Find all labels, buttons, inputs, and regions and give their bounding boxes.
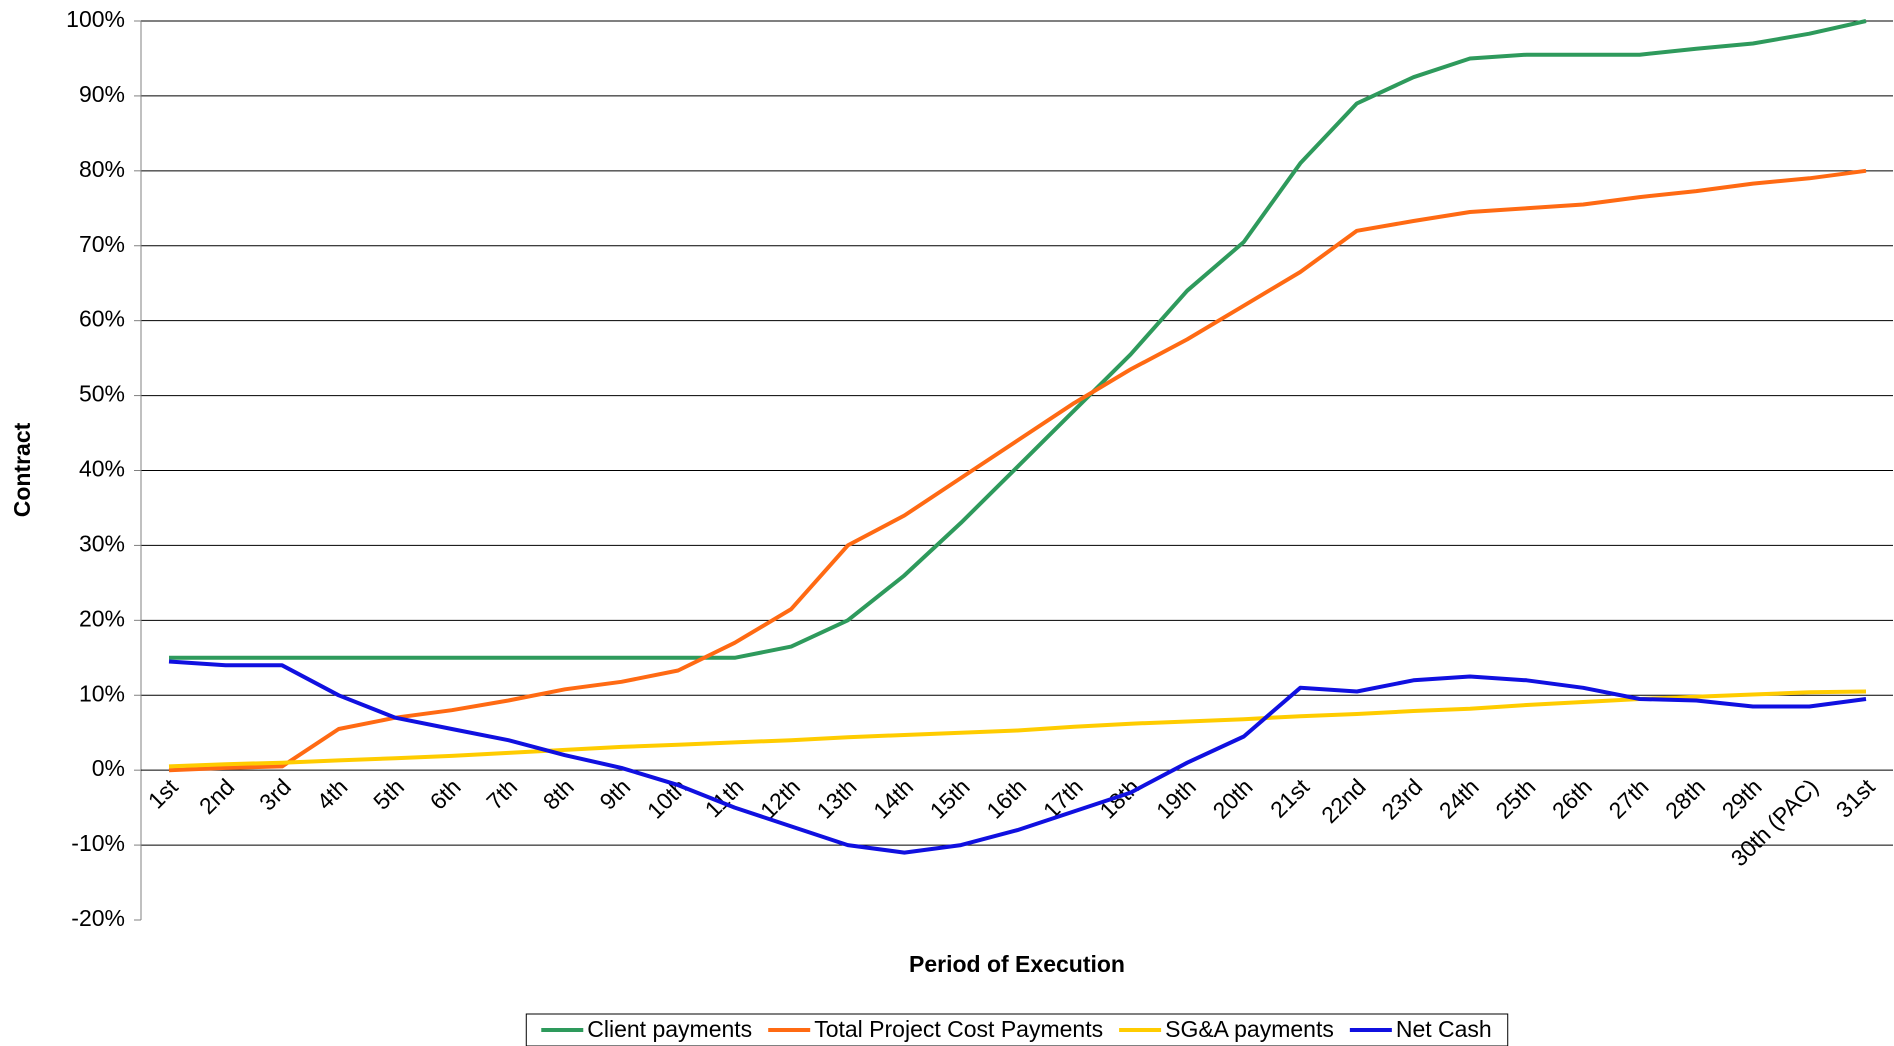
y-axis-title: Contract <box>9 422 35 517</box>
y-tick-label: 60% <box>79 306 125 332</box>
x-tick-label: 27th <box>1604 774 1654 824</box>
x-tick-label: 26th <box>1547 774 1597 824</box>
x-tick-label: 13th <box>812 774 862 824</box>
series-line <box>168 168 1867 773</box>
x-tick-label: 19th <box>1151 774 1201 824</box>
y-tick-label: 80% <box>79 156 125 182</box>
x-tick-label: 2nd <box>194 774 240 820</box>
x-tick-label: 1st <box>143 773 184 814</box>
series-line <box>169 19 1867 660</box>
x-tick-label: 28th <box>1660 774 1710 824</box>
x-tick-label: 18th <box>1094 774 1144 824</box>
x-tick-label: 21st <box>1265 773 1315 823</box>
x-tick-label: 5th <box>368 774 409 815</box>
y-tick-label: 100% <box>66 6 125 32</box>
x-tick-label: 16th <box>981 774 1031 824</box>
y-tick-label: 50% <box>79 381 125 407</box>
y-tick-label: 20% <box>79 605 125 631</box>
x-tick-label: 22nd <box>1316 774 1371 829</box>
series-line <box>168 659 1867 855</box>
x-tick-label: 9th <box>594 774 635 815</box>
legend <box>525 1013 1509 1046</box>
x-tick-label: 15th <box>925 774 975 824</box>
x-tick-label: 29th <box>1717 774 1767 824</box>
y-tick-label: 40% <box>79 456 125 482</box>
y-tick-label: 90% <box>79 81 125 107</box>
x-tick-label: 31st <box>1831 773 1881 823</box>
x-tick-label: 14th <box>868 774 918 824</box>
y-tick-label: 30% <box>79 530 125 556</box>
y-tick-label: 0% <box>92 755 125 781</box>
x-tick-label: 6th <box>425 774 466 815</box>
legend-label: SG&A payments <box>1165 1016 1334 1042</box>
x-tick-label: 25th <box>1490 774 1540 824</box>
x-tick-label: 4th <box>312 774 353 815</box>
x-tick-label: 7th <box>481 774 522 815</box>
x-tick-label: 3rd <box>254 774 296 816</box>
legend-label: Net Cash <box>1396 1016 1492 1042</box>
series-line <box>168 689 1867 769</box>
x-tick-label: 23rd <box>1376 774 1427 825</box>
x-tick-label: 8th <box>538 774 579 815</box>
legend-label: Total Project Cost Payments <box>814 1016 1103 1042</box>
x-tick-label: 24th <box>1434 774 1484 824</box>
x-axis-title: Period of Execution <box>909 951 1125 977</box>
y-tick-label: 70% <box>79 231 125 257</box>
y-tick-label: -20% <box>71 905 125 931</box>
legend-label: Client payments <box>587 1016 752 1042</box>
x-tick-label: 20th <box>1208 774 1258 824</box>
y-tick-label: -10% <box>71 830 125 856</box>
y-tick-label: 10% <box>79 680 125 706</box>
